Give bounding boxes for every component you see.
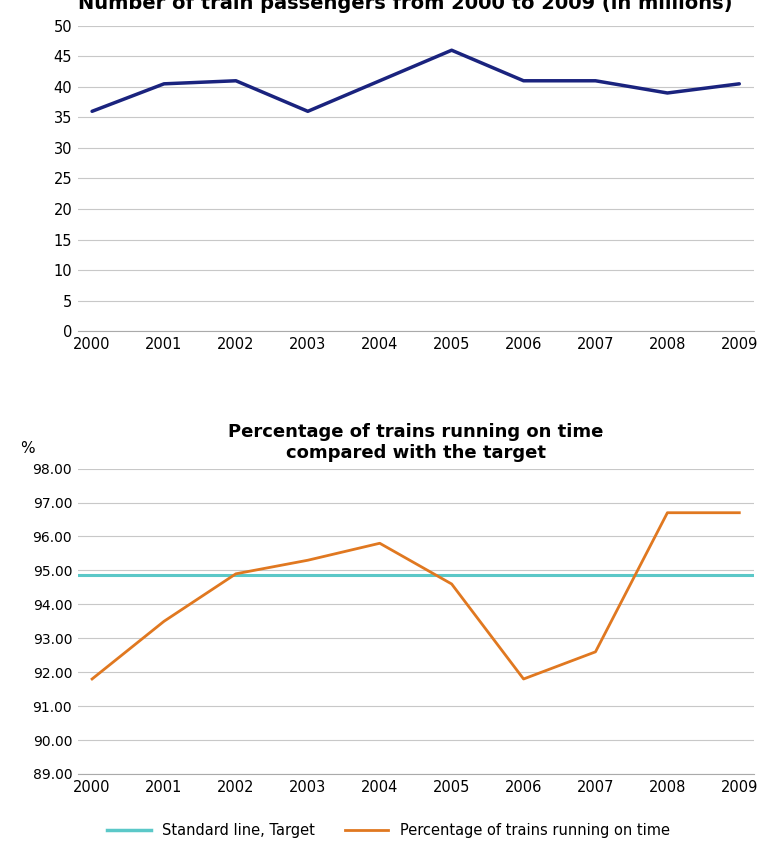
Title: Percentage of trains running on time
compared with the target: Percentage of trains running on time com… — [228, 423, 604, 462]
Text: %: % — [20, 441, 35, 457]
Text: Number of train passengers from 2000 to 2009 (in millions): Number of train passengers from 2000 to … — [78, 0, 732, 13]
Legend: Standard line, Target, Percentage of trains running on time: Standard line, Target, Percentage of tra… — [101, 818, 676, 845]
